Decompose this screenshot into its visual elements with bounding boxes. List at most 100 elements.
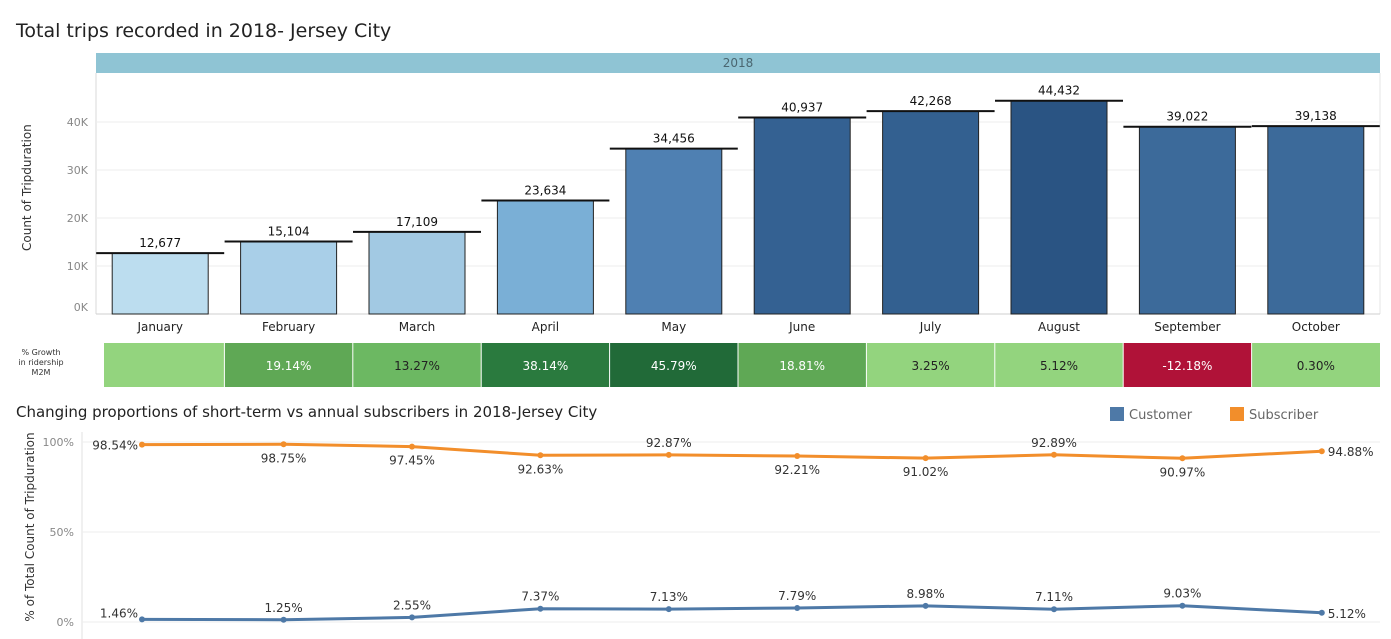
- legend-item-subscriber[interactable]: Subscriber: [1230, 407, 1318, 423]
- growth-cell: [609, 343, 738, 387]
- bar-y-tick-label: 40K: [67, 116, 89, 129]
- bar-value-label: 12,677: [139, 236, 181, 250]
- line-y-tick-label: 50%: [50, 526, 74, 539]
- growth-cell: [104, 343, 225, 387]
- growth-cell: [352, 343, 482, 387]
- growth-cell: [738, 343, 867, 387]
- bar: [1010, 100, 1108, 315]
- series-point-subscriber: [280, 441, 287, 448]
- bar-y-tick-label: 0K: [74, 301, 89, 314]
- bar-y-tick-label: 30K: [67, 164, 89, 177]
- series-point-subscriber: [665, 451, 672, 458]
- growth-cell-value: 19.14%: [266, 359, 312, 373]
- growth-cell: [1123, 343, 1252, 387]
- x-category-label: February: [262, 320, 315, 334]
- bar: [1138, 126, 1236, 315]
- series-value-label: 91.02%: [903, 465, 949, 479]
- series-point-subscriber: [537, 452, 544, 459]
- series-value-label: 7.13%: [650, 590, 688, 604]
- bar-value-label: 42,268: [910, 94, 952, 108]
- series-value-label: 1.25%: [265, 601, 303, 615]
- series-point-subscriber: [1318, 448, 1325, 455]
- growth-cell-value: 5.12%: [1040, 359, 1078, 373]
- growth-cell: [481, 343, 610, 387]
- series-line-customer: [141, 604, 1322, 622]
- series-value-label: 7.11%: [1035, 590, 1073, 604]
- x-category-label: May: [661, 320, 686, 334]
- growth-row-label: % Growth in ridership M2M: [18, 348, 64, 377]
- series-value-label: 1.46%: [100, 606, 138, 620]
- bar: [753, 117, 851, 315]
- x-category-label: March: [399, 320, 436, 334]
- growth-cell-value: 13.27%: [394, 359, 440, 373]
- x-category-label: October: [1292, 320, 1340, 334]
- x-category-label: June: [788, 320, 815, 334]
- legend-label-customer: Customer: [1129, 408, 1193, 423]
- series-value-label: 7.37%: [521, 590, 559, 604]
- bar: [882, 110, 980, 315]
- series-value-label: 5.12%: [1328, 607, 1366, 621]
- series-value-label: 92.87%: [646, 436, 692, 450]
- bar: [240, 241, 338, 315]
- x-category-label: April: [532, 320, 559, 334]
- bar-value-label: 34,456: [653, 132, 695, 146]
- growth-cell-value: 38.14%: [523, 359, 569, 373]
- series-point-customer: [665, 606, 672, 613]
- x-category-label: July: [919, 320, 942, 334]
- series-value-label: 9.03%: [1163, 587, 1201, 601]
- growth-cell-value: 18.81%: [779, 359, 825, 373]
- series-value-label: 92.63%: [518, 462, 564, 476]
- series-point-customer: [1318, 609, 1325, 616]
- line-chart-title: Changing proportions of short-term vs an…: [16, 403, 598, 421]
- bar-value-label: 23,634: [524, 184, 566, 198]
- legend-item-customer[interactable]: Customer: [1110, 407, 1192, 423]
- legend-label-subscriber: Subscriber: [1249, 408, 1319, 423]
- bar-value-label: 15,104: [268, 225, 310, 239]
- series-value-label: 98.54%: [92, 439, 138, 453]
- series-value-label: 2.55%: [393, 598, 431, 612]
- growth-cell-value: -12.18%: [1162, 359, 1212, 373]
- series-point-subscriber: [794, 453, 801, 460]
- series-point-subscriber: [139, 441, 145, 448]
- series-point-customer: [409, 614, 415, 621]
- series-value-label: 8.98%: [907, 587, 945, 601]
- bar: [368, 231, 466, 315]
- series-point-subscriber: [1179, 455, 1186, 462]
- x-category-label: September: [1154, 320, 1220, 334]
- series-point-customer: [794, 604, 801, 611]
- growth-cell-value: 3.25%: [912, 359, 950, 373]
- series-point-customer: [1179, 602, 1186, 609]
- growth-cell: [994, 343, 1124, 387]
- series-point-customer: [280, 616, 287, 623]
- x-category-label: August: [1038, 320, 1080, 334]
- bar-value-label: 40,937: [781, 101, 823, 115]
- series-point-subscriber: [922, 455, 929, 462]
- growth-cell-value: 0.30%: [1297, 359, 1335, 373]
- series-value-label: 92.21%: [774, 463, 820, 477]
- bar: [496, 200, 594, 315]
- bar: [1267, 125, 1365, 315]
- series-point-customer: [922, 602, 929, 609]
- year-header: 2018: [96, 53, 1380, 73]
- bar-y-tick-label: 10K: [67, 260, 89, 273]
- series-value-label: 97.45%: [389, 454, 435, 468]
- x-category-label: January: [136, 320, 183, 334]
- line-y-tick-label: 0%: [57, 616, 74, 629]
- series-value-label: 98.75%: [261, 451, 307, 465]
- bar-value-label: 44,432: [1038, 84, 1080, 98]
- bar-y-axis-label: Count of Tripduration: [20, 124, 34, 251]
- bar: [625, 148, 723, 315]
- legend-swatch-customer: [1110, 407, 1124, 421]
- series-point-customer: [537, 605, 544, 612]
- series-point-subscriber: [409, 443, 415, 450]
- series-point-customer: [139, 616, 145, 623]
- series-value-label: 92.89%: [1031, 436, 1077, 450]
- growth-cell-value: 45.79%: [651, 359, 697, 373]
- bar: [111, 252, 209, 315]
- series-value-label: 94.88%: [1328, 445, 1374, 459]
- series-line-subscriber: [141, 442, 1322, 460]
- line-y-tick-label: 100%: [43, 436, 74, 449]
- chart-title: Total trips recorded in 2018- Jersey Cit…: [16, 20, 392, 42]
- growth-cell: [866, 343, 995, 387]
